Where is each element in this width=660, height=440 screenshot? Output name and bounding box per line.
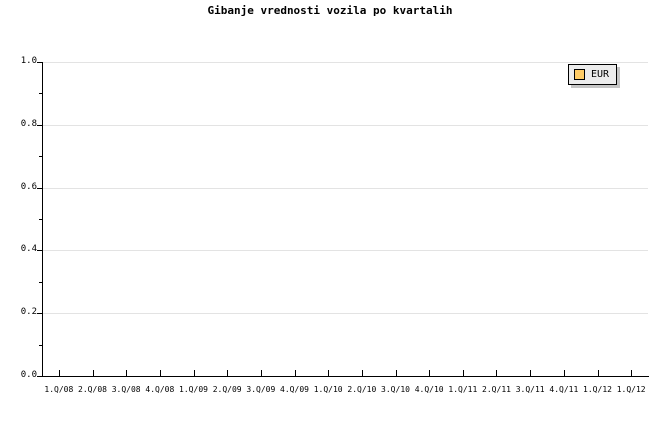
y-axis-minor-tick	[39, 344, 42, 346]
legend-swatch-eur	[574, 69, 585, 80]
x-axis-tick-label: 1.Q/09	[179, 385, 208, 394]
y-axis-tick	[37, 313, 42, 315]
y-axis-tick	[37, 250, 42, 252]
y-axis-tick-label: 0.8	[20, 118, 37, 129]
y-axis-tick-label: 0.0	[20, 370, 37, 380]
x-axis-tick	[160, 370, 161, 376]
x-axis-tick	[93, 370, 94, 376]
x-axis-tick-label: 4.Q/09	[280, 385, 309, 394]
y-axis-minor-tick	[39, 156, 42, 158]
x-axis-tick	[631, 370, 632, 376]
y-axis-tick-label: 0.4	[20, 244, 37, 255]
y-axis-tick	[37, 62, 42, 63]
x-axis-tick-label: 1.Q/12	[583, 385, 612, 394]
x-axis-tick	[126, 370, 127, 376]
x-axis-tick	[396, 370, 397, 376]
x-axis-tick	[598, 370, 599, 376]
gridline	[42, 124, 648, 126]
x-axis-tick	[261, 370, 262, 376]
x-axis-tick-label: 3.Q/08	[111, 385, 141, 394]
x-axis-tick	[227, 370, 228, 376]
y-axis-tick	[37, 124, 42, 126]
x-axis-tick	[362, 370, 363, 376]
x-axis-tick-label: 3.Q/11	[515, 385, 545, 394]
x-axis-tick	[194, 370, 195, 376]
y-axis-tick	[37, 187, 42, 189]
x-axis-tick-label: 4.Q/08	[145, 385, 175, 394]
x-axis-tick-label: 3.Q/10	[381, 385, 410, 394]
x-axis-tick	[59, 370, 60, 376]
x-axis-tick-label: 1.Q/10	[313, 385, 343, 394]
x-axis-tick-label: 1.Q/08	[44, 385, 74, 394]
y-axis-minor-tick	[39, 281, 42, 283]
y-axis-tick	[37, 376, 42, 377]
legend-label-eur: EUR	[591, 69, 610, 80]
x-axis-tick	[496, 370, 497, 376]
x-axis-tick-label: 4.Q/11	[549, 385, 579, 394]
x-axis-tick-label: 1.Q/11	[448, 385, 478, 394]
x-axis-tick-label: 1.Q/12	[616, 385, 646, 394]
legend[interactable]: EUR	[568, 64, 618, 85]
x-axis-tick	[429, 370, 430, 376]
gridline	[42, 250, 648, 252]
x-axis-tick-label: 2.Q/09	[212, 385, 242, 394]
chart-title: Gibanje vrednosti vozila po kvartalih	[207, 4, 453, 17]
x-axis-tick-label: 4.Q/10	[414, 385, 444, 394]
x-axis-tick-label: 2.Q/11	[482, 385, 511, 394]
gridline	[42, 313, 648, 315]
y-axis-line	[42, 62, 43, 377]
y-axis-tick-label: 0.2	[20, 307, 37, 318]
x-axis-tick	[530, 370, 531, 376]
x-axis-tick	[463, 370, 464, 376]
plot-area	[42, 62, 648, 377]
y-axis-minor-tick	[39, 219, 42, 220]
y-axis-minor-tick	[39, 93, 42, 95]
y-axis-tick-label: 0.6	[20, 181, 37, 192]
x-axis-tick-label: 2.Q/08	[78, 385, 107, 394]
x-axis-tick-label: 2.Q/10	[347, 385, 377, 394]
gridline	[42, 187, 648, 189]
x-axis-tick	[564, 370, 565, 376]
gridline	[42, 62, 648, 63]
y-axis-labels: 0.0 0.2 0.4 0.6 0.8 1.0	[0, 0, 37, 440]
y-axis-tick-label: 1.0	[20, 56, 37, 66]
x-axis-tick	[295, 370, 296, 376]
x-axis-tick	[328, 370, 329, 376]
x-axis-tick-label: 3.Q/09	[246, 385, 276, 394]
x-axis-line	[42, 376, 649, 377]
